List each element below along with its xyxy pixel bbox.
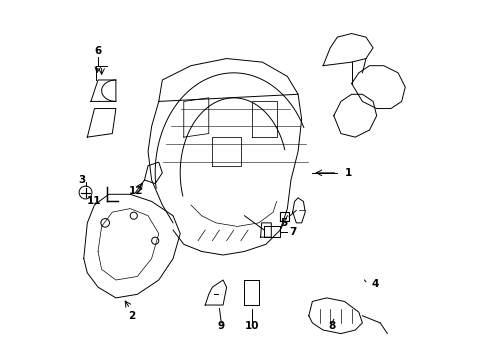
Text: 6: 6 [94, 46, 102, 57]
Text: 3: 3 [78, 175, 85, 185]
Text: 5: 5 [280, 218, 287, 228]
Text: 1: 1 [344, 168, 351, 178]
Text: 10: 10 [244, 321, 258, 332]
Text: 4: 4 [370, 279, 378, 289]
Text: 12: 12 [128, 186, 142, 196]
Text: 2: 2 [128, 311, 135, 321]
Text: 11: 11 [87, 197, 102, 206]
Text: 8: 8 [328, 321, 335, 332]
Text: 7: 7 [288, 227, 296, 237]
Text: 9: 9 [217, 321, 224, 332]
